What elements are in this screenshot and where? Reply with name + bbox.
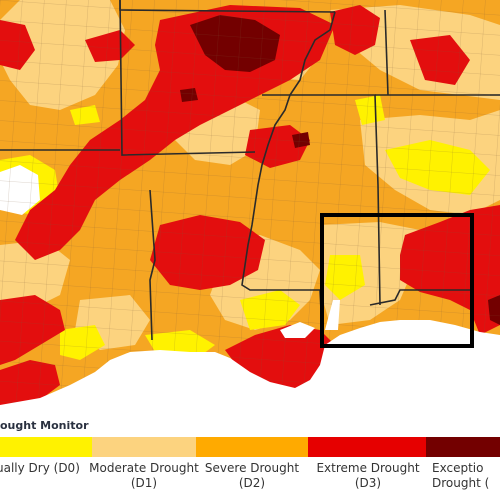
legend-label-3: Extreme Drought (D3) <box>296 461 440 491</box>
legend-swatch-0 <box>0 437 92 457</box>
legend-swatch-3 <box>308 437 426 457</box>
legend-label-line1: Moderate Drought <box>89 461 199 475</box>
legend-label-line2: (D3) <box>354 476 382 490</box>
legend-swatch-2 <box>196 437 308 457</box>
legend-label-line1: ually Dry (D0) <box>0 461 80 475</box>
legend-label-line1: Severe Drought <box>204 461 300 475</box>
lake-pontchartrain <box>280 322 315 338</box>
legend-label-line2: (D1) <box>130 476 158 490</box>
map-legend: ought Monitor ually Dry (D0) Moderate Dro… <box>0 415 500 500</box>
legend-label-line1: Extreme Drought <box>316 461 420 475</box>
legend-label-0: ually Dry (D0) <box>0 461 88 476</box>
gulf-of-mexico <box>0 320 500 415</box>
legend-swatch-1 <box>92 437 196 457</box>
legend-title: ought Monitor <box>0 419 89 432</box>
legend-label-line2: (D2) <box>238 476 266 490</box>
drought-map <box>0 0 500 415</box>
legend-label-1: Moderate Drought (D1) <box>72 461 216 491</box>
state-boundaries <box>0 0 500 341</box>
legend-label-line2: Drought ( <box>432 476 490 490</box>
legend-label-4: Exceptio Drought ( <box>432 461 500 491</box>
mobile-bay <box>325 300 340 330</box>
legend-label-line1: Exceptio <box>432 461 484 475</box>
focus-area-box <box>320 213 474 348</box>
legend-label-2: Severe Drought (D2) <box>180 461 324 491</box>
legend-swatch-4 <box>426 437 500 457</box>
